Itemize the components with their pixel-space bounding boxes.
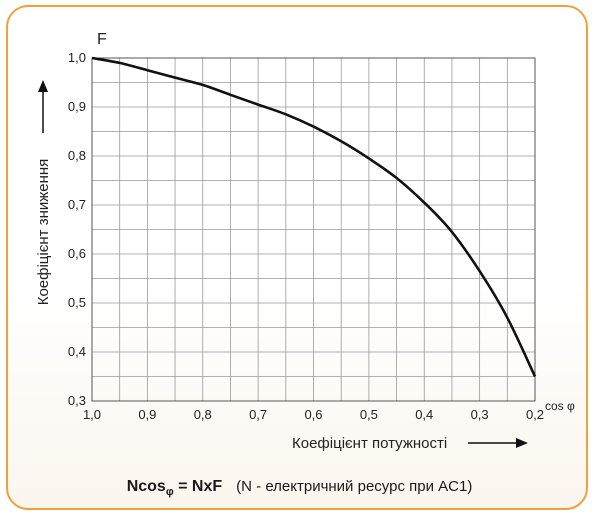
y-tick-label: 1,0 bbox=[68, 50, 86, 65]
plot-border bbox=[91, 57, 536, 402]
y-axis-label: Коефіцієнт зниження bbox=[35, 159, 52, 306]
formula-caption: Ncosφ = NxF (N - електричний ресурс при A… bbox=[0, 478, 599, 498]
grid bbox=[91, 57, 536, 402]
formula-note: (N - електричний ресурс при AC1) bbox=[236, 478, 473, 495]
x-tick-label: 0,3 bbox=[471, 407, 489, 422]
x-tick-label: 0,7 bbox=[249, 407, 267, 422]
y-axis-arrow-head bbox=[38, 80, 48, 92]
y-tick-label: 0,8 bbox=[68, 148, 86, 163]
formula: Ncosφ = NxF bbox=[126, 478, 223, 499]
series-line bbox=[91, 56, 537, 378]
x-tick-label: 0,6 bbox=[304, 407, 322, 422]
curve-layer bbox=[91, 56, 537, 378]
tick-labels: 1,0 0,9 0,8 0,7 0,6 0,5 0,4 0,3 0,2 1,0 0,9 0,8 0,7 0… bbox=[68, 50, 544, 422]
x-axis-label: Коефіцієнт потужності bbox=[292, 435, 447, 452]
y-tick-label: 0,5 bbox=[68, 295, 86, 310]
y-axis-symbol: F bbox=[97, 31, 107, 48]
x-tick-label: 1,0 bbox=[83, 407, 101, 422]
y-tick-label: 0,3 bbox=[68, 393, 86, 408]
formula-rest: = NxF bbox=[173, 478, 223, 495]
chart-frame bbox=[6, 5, 588, 510]
formula-sub: φ bbox=[165, 486, 174, 499]
y-tick-label: 0,9 bbox=[68, 99, 86, 114]
formula-main: Ncos bbox=[126, 478, 166, 495]
x-axis-arrow-head bbox=[516, 438, 528, 448]
x-tick-label: 0,5 bbox=[360, 407, 378, 422]
y-tick-label: 0,7 bbox=[68, 197, 86, 212]
x-tick-label: 0,4 bbox=[415, 407, 433, 422]
x-tick-label: 0,8 bbox=[194, 407, 212, 422]
x-tick-label: 0,2 bbox=[526, 407, 544, 422]
y-tick-label: 0,6 bbox=[68, 246, 86, 261]
x-tick-label: 0,9 bbox=[138, 407, 156, 422]
y-tick-label: 0,4 bbox=[68, 344, 86, 359]
x-axis-symbol: cos φ bbox=[545, 399, 575, 413]
